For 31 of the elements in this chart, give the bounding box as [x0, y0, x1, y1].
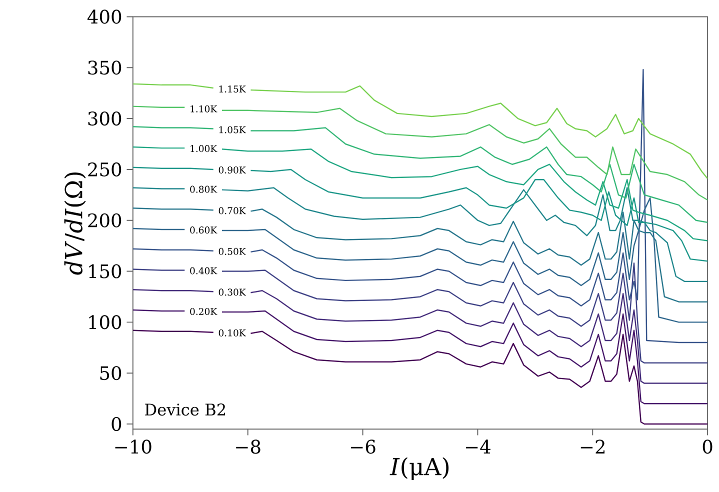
- x-tick-label: −10: [115, 440, 152, 454]
- series-label: 1.05K: [219, 126, 246, 134]
- series-label: 0.40K: [190, 267, 218, 274]
- y-tick-label: 150: [89, 264, 122, 278]
- series-label: 1.15K: [219, 85, 246, 92]
- y-tick-label: 200: [88, 213, 122, 228]
- y-tick-label: 300: [88, 111, 122, 126]
- y-tick-label: 400: [87, 10, 122, 24]
- series-label: 0.60K: [190, 226, 218, 234]
- series-label: 0.50K: [218, 248, 246, 255]
- x-tick-label: −4: [466, 440, 490, 454]
- x-axis-title: I(μA): [390, 457, 449, 480]
- y-tick-label: 250: [88, 162, 122, 176]
- x-tick-label: −6: [351, 440, 376, 454]
- y-axis-title: dV/dI(Ω): [64, 172, 86, 275]
- series-label: 0.70K: [218, 207, 246, 214]
- y-tick-label: 100: [89, 315, 122, 330]
- series-label: 0.20K: [190, 308, 218, 315]
- series-label: 0.10K: [218, 329, 246, 336]
- series-label: 0.90K: [218, 166, 246, 174]
- x-tick-label: −2: [580, 440, 604, 454]
- annotation: Device B2: [145, 403, 226, 416]
- series-label: 1.10K: [190, 105, 218, 112]
- x-tick-label: −8: [236, 440, 260, 454]
- series-label: 0.80K: [190, 186, 218, 193]
- y-tick-label: 350: [88, 60, 122, 75]
- y-tick-label: 50: [100, 366, 122, 380]
- series-label: 1.00K: [190, 144, 218, 152]
- series-label: 0.30K: [218, 288, 246, 296]
- x-tick-label: 0: [702, 440, 712, 454]
- y-tick-label: 0: [112, 416, 122, 431]
